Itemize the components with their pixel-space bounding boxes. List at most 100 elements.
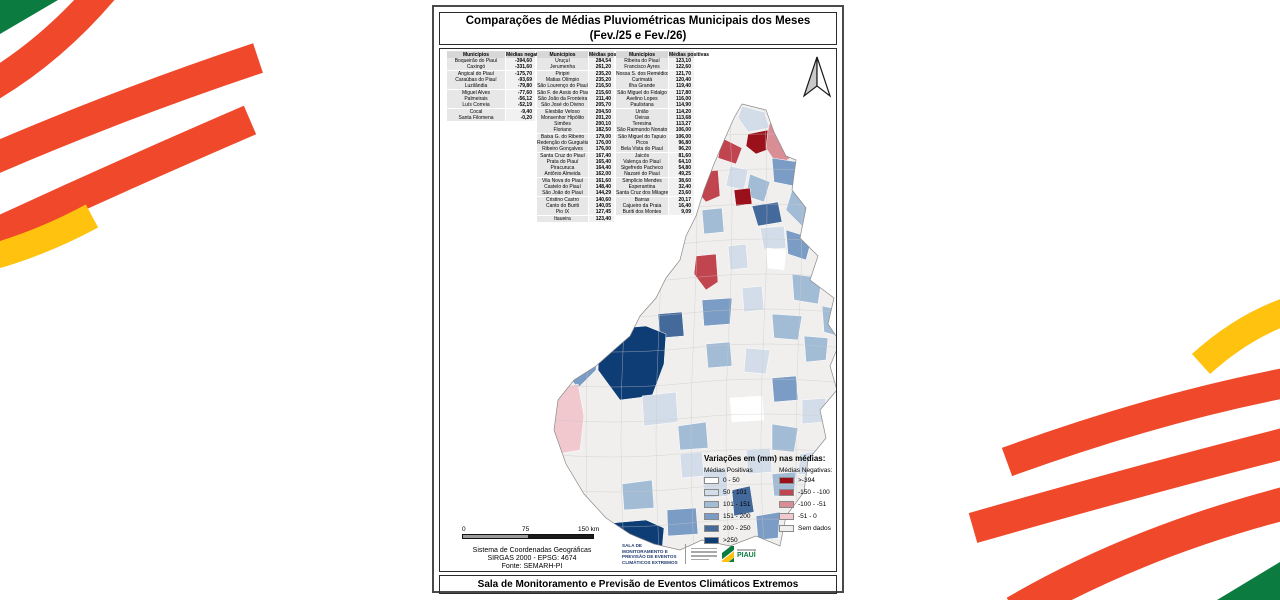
- legend-swatch: [704, 513, 719, 520]
- table-row: Francisco Ayres 122,60: [616, 64, 694, 71]
- table-row: Bela Vista do Piauí 96,20: [616, 146, 694, 153]
- legend-swatch: [779, 513, 794, 520]
- table-row: Luzilândia -79,80: [447, 83, 535, 90]
- table-row: Caxingó -331,60: [447, 64, 535, 71]
- yellow-ribbon-shape: [0, 204, 99, 269]
- red-ribbon-shape: [1006, 487, 1280, 600]
- table-row: Simplício Mendes 38,60: [616, 177, 694, 184]
- table-row: Luís Correia -52,19: [447, 102, 535, 109]
- green-ribbon-shape: [0, 0, 58, 34]
- legend-item: -51 - 0: [779, 513, 836, 520]
- table-row: Sigefredo Pacheco 54,80: [616, 165, 694, 172]
- legend-item: 200 - 250: [704, 525, 771, 532]
- legend-item: >-394: [779, 477, 836, 484]
- table-row: São F. de Assis do Piauí 215,60: [537, 89, 614, 96]
- positive-means-table-1: Municípios Médias positivas Uruçuí 284,5…: [537, 51, 630, 222]
- table-row: Nazaré do Piauí 49,25: [616, 171, 694, 178]
- table-row: Santa Cruz do Piauí 167,40: [537, 152, 614, 159]
- table-row: Paulistana 114,90: [616, 102, 694, 109]
- piaui-logo-mark: [722, 546, 734, 562]
- legend-column-header: Médias Positivas: [704, 467, 753, 474]
- table-row: Ilha Grande 119,40: [616, 83, 694, 90]
- sala-monitoramento-logo: SALA DE MONITORAMENTO E PREVISÃO DE EVEN…: [622, 543, 678, 565]
- map-document: Comparações de Médias Pluviométricas Mun…: [432, 5, 844, 594]
- table-row: Esperantina 32,40: [616, 184, 694, 191]
- table-row: Redenção do Gurguéia 176,00: [537, 140, 614, 146]
- column-header: Municípios: [537, 51, 588, 58]
- table-row: União 114,20: [616, 108, 694, 115]
- map-legend: Variações em (mm) nas médias: Médias Pos…: [704, 454, 836, 549]
- legend-swatch: [779, 525, 794, 532]
- yellow-ribbon-shape: [1191, 299, 1280, 375]
- legend-swatch: [779, 489, 794, 496]
- table-row: Ribeira do Piauí 123,10: [616, 58, 694, 65]
- table-header: Municípios Médias positivas: [616, 51, 710, 58]
- legend-swatch: [704, 501, 719, 508]
- table-row: São José do Divino 205,70: [537, 102, 614, 109]
- table-row: São Miguel do Tapuio 106,00: [616, 133, 694, 140]
- table-row: Valença do Piauí 64,10: [616, 158, 694, 165]
- crs-line: SIRGAS 2000 - EPSG: 4674: [487, 555, 577, 563]
- table-row: Avelino Lopes 116,00: [616, 95, 694, 102]
- table-row: Miguel Alves -77,60: [447, 89, 535, 96]
- table-row: Ribeiro Gonçalves 176,00: [537, 146, 614, 153]
- table-row: Jerumenha 261,20: [537, 64, 614, 71]
- scale-label: 150 km: [578, 526, 600, 533]
- positive-means-table-2: Municípios Médias positivas Ribeira do P…: [616, 51, 710, 216]
- green-ribbon-shape: [1217, 562, 1280, 600]
- semarh-logo: [691, 547, 717, 561]
- legend-item: -150 - -100: [779, 489, 836, 496]
- legend-item: 50 - 101: [704, 489, 771, 496]
- column-header: Médias positivas: [668, 51, 710, 58]
- table-row: Matias Olímpio 235,20: [537, 77, 614, 84]
- table-row: São Miguel do Fidalgo 117,80: [616, 89, 694, 96]
- governo-piaui-logo: PIAUÍ: [722, 546, 756, 562]
- column-header: Médias negativas: [505, 51, 548, 58]
- scale-bar: 0 75 150 km: [462, 526, 602, 539]
- legend-title: Variações em (mm) nas médias:: [704, 454, 826, 463]
- table-header: Municípios Médias positivas: [537, 51, 630, 58]
- logo-divider: [685, 544, 686, 564]
- table-row: Caraúbas do Piauí -93,69: [447, 77, 535, 84]
- map-frame: Municípios Médias negativas Boqueirão do…: [439, 48, 837, 572]
- column-header: Municípios: [616, 51, 668, 58]
- table-row: Prata do Piauí 165,40: [537, 158, 614, 165]
- red-ribbon-shape: [968, 428, 1280, 543]
- legend-item: 151 - 200: [704, 513, 771, 520]
- negative-means-table: Municípios Médias negativas Boqueirão do…: [447, 51, 548, 121]
- legend-item: >250: [704, 537, 771, 544]
- crs-info: Sistema de Coordenadas Geográficas SIRGA…: [446, 547, 618, 571]
- legend-item: -100 - -51: [779, 501, 836, 508]
- column-header: Municípios: [447, 51, 505, 58]
- table-row: Piripiri 235,20: [537, 70, 614, 77]
- table-row: Nossa S. dos Remédios 121,70: [616, 70, 694, 77]
- table-row: São Lourenço do Piauí 216,50: [537, 83, 614, 90]
- legend-negative-column: Médias Negativas: >-394: [779, 467, 836, 549]
- table-row: Boqueirão do Piauí -394,60: [447, 58, 535, 65]
- scale-bar-graphic: [462, 534, 594, 539]
- table-row: Cocal -9,40: [447, 108, 535, 115]
- table-row: Santa Cruz dos Milagres 23,60: [616, 190, 694, 197]
- table-row: Jaicós 81,60: [616, 152, 694, 159]
- column-header: Médias positivas: [588, 51, 630, 58]
- decorative-ribbons-bottom-right: [968, 299, 1280, 600]
- table-row: Uruçuí 284,54: [537, 58, 614, 65]
- table-row: Buriti dos Montes 9,09: [616, 209, 694, 216]
- title-text: Comparações de Médias Pluviométricas Mun…: [465, 15, 811, 42]
- table-row: Picos 96,80: [616, 140, 694, 146]
- logos-strip: SALA DE MONITORAMENTO E PREVISÃO DE EVEN…: [622, 541, 756, 567]
- table-row: Oeiras 113,68: [616, 114, 694, 121]
- table-row: Floriano 182,50: [537, 127, 614, 134]
- legend-column-header: Médias Negativas:: [779, 467, 833, 474]
- table-row: São Raimundo Nonato 106,00: [616, 127, 694, 134]
- legend-swatch: [704, 477, 719, 484]
- table-row: Baixa G. do Ribeiro 179,00: [537, 133, 614, 140]
- red-ribbon-shape: [0, 105, 257, 249]
- document-footer: Sala de Monitoramento e Previsão de Even…: [439, 575, 837, 594]
- legend-swatch: [704, 489, 719, 496]
- table-row: Santa Filomena -0,20: [447, 114, 535, 121]
- table-row: Vila Nova do Piauí 161,60: [537, 177, 614, 184]
- legend-positive-column: Médias Positivas 0 - 50: [704, 467, 771, 549]
- legend-swatch: [704, 537, 719, 544]
